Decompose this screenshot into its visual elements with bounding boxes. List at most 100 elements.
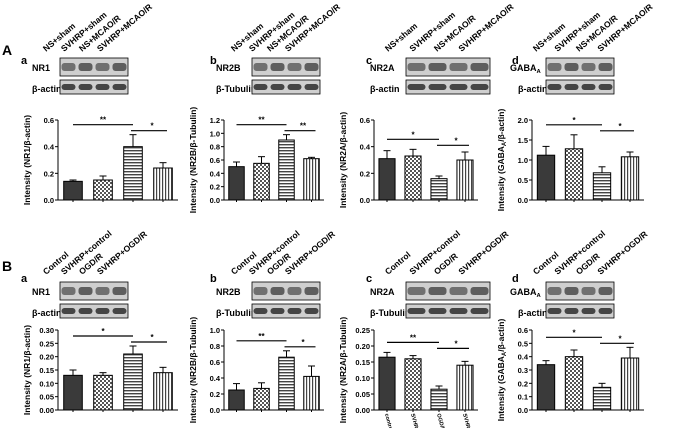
significance-marker: * [150, 122, 154, 131]
y-tick-label: 0.25 [355, 326, 370, 335]
y-axis-label: Intensity (NR2A/β-Tubulin) [338, 317, 348, 424]
blot-band [61, 84, 76, 90]
blot-band [581, 308, 596, 314]
blot-label-top: GABAA [510, 287, 542, 299]
panel-letter: a [21, 273, 28, 285]
y-axis-label: Intensity (NR2B/β-Tubulin) [188, 107, 198, 214]
blot-band [428, 308, 447, 314]
y-tick-label: 0.0 [518, 196, 528, 205]
bar [620, 357, 640, 411]
significance-marker: ** [258, 332, 265, 341]
bar [153, 372, 173, 411]
blot-band [547, 287, 562, 295]
blot-band [598, 63, 613, 71]
y-tick-label: 0.2 [210, 390, 220, 399]
y-tick-label: 0.0 [210, 196, 220, 205]
blot-band [112, 63, 127, 71]
significance-marker: * [454, 339, 458, 348]
blot-band [253, 63, 268, 71]
western-blot-top [251, 57, 321, 77]
column-header-label: SVHRP+OGD/R [456, 229, 510, 277]
bar [378, 158, 396, 201]
western-blot-top [545, 57, 615, 77]
y-tick-label: 0.8 [210, 143, 220, 152]
blot-band [61, 287, 76, 295]
significance-marker: ** [100, 116, 107, 125]
significance-marker: * [150, 333, 154, 342]
western-blot-bottom [405, 303, 491, 319]
bar [536, 364, 556, 411]
bar [63, 374, 83, 411]
section-label-a: A [2, 42, 12, 58]
significance-marker: * [618, 334, 622, 343]
y-tick-label: 0.00 [355, 406, 370, 415]
blot-band [470, 287, 489, 295]
blot-label-bottom: β-actin [518, 308, 548, 318]
x-tick-label: OGD/R [435, 413, 445, 428]
y-tick-label: 0.0 [44, 196, 54, 205]
y-tick-label: 0.8 [210, 342, 220, 351]
y-tick-label: 0.05 [355, 390, 370, 399]
western-blot-top [59, 281, 129, 301]
blot-band [564, 84, 579, 90]
blot-band [547, 308, 562, 314]
blot-band [270, 287, 285, 295]
bar [564, 148, 584, 201]
blot-label-bottom: β-actin [370, 84, 400, 94]
significance-marker: * [618, 122, 622, 131]
y-tick-label: 0.20 [355, 342, 370, 351]
western-blot-bottom [59, 303, 129, 319]
blot-band [581, 84, 596, 90]
y-tick-label: 0.2 [518, 379, 528, 388]
panel-letter: b [210, 55, 217, 67]
blot-band [78, 287, 93, 295]
y-tick-label: 2.0 [518, 116, 528, 125]
blot-band [112, 287, 127, 295]
y-tick-label: 0.20 [39, 353, 54, 362]
y-tick-label: 1.0 [210, 129, 220, 138]
bar [404, 155, 422, 201]
blot-band [598, 308, 613, 314]
bar [592, 172, 612, 201]
blot-band [270, 63, 285, 71]
bar [93, 374, 113, 411]
significance-marker: ** [410, 333, 417, 342]
blot-band [95, 63, 110, 71]
panel-letter: b [210, 273, 217, 285]
y-tick-label: 0.4 [44, 143, 55, 152]
significance-marker: ** [258, 116, 265, 125]
western-blot-bottom [59, 79, 129, 95]
y-axis-label: Intensity (NR1/β-actin) [22, 115, 32, 205]
blot-label-bottom: β-actin [32, 84, 62, 94]
y-axis-label: Intensity (NR2B/β-Tubulin) [188, 317, 198, 424]
blot-label-bottom: β-Tubulin [370, 308, 410, 318]
bar [303, 158, 320, 201]
significance-marker: * [101, 327, 105, 336]
blot-band [407, 63, 426, 71]
x-tick-label: SVHRP+OGD/R [461, 413, 477, 428]
western-blot-bottom [545, 79, 615, 95]
blot-band [304, 84, 319, 90]
blot-band [407, 84, 426, 90]
blot-band [547, 84, 562, 90]
blot-band [547, 63, 562, 71]
bar [153, 167, 173, 201]
y-tick-label: 0.6 [210, 156, 220, 165]
y-tick-label: 0.0 [210, 406, 220, 415]
bar [378, 356, 396, 411]
blot-band [564, 308, 579, 314]
blot-label-bottom: β-actin [32, 308, 62, 318]
blot-band [287, 63, 302, 71]
blot-label-top: NR1 [32, 287, 50, 297]
y-tick-label: 0.6 [44, 116, 54, 125]
blot-label-top: NR2B [216, 63, 241, 73]
significance-marker: * [572, 328, 576, 337]
western-blot-bottom [251, 303, 321, 319]
blot-band [287, 308, 302, 314]
bar [564, 356, 584, 411]
blot-label-top: NR1 [32, 63, 50, 73]
blot-band [287, 287, 302, 295]
y-tick-label: 0.6 [518, 326, 528, 335]
y-tick-label: 0.0 [360, 196, 370, 205]
blot-band [112, 84, 127, 90]
